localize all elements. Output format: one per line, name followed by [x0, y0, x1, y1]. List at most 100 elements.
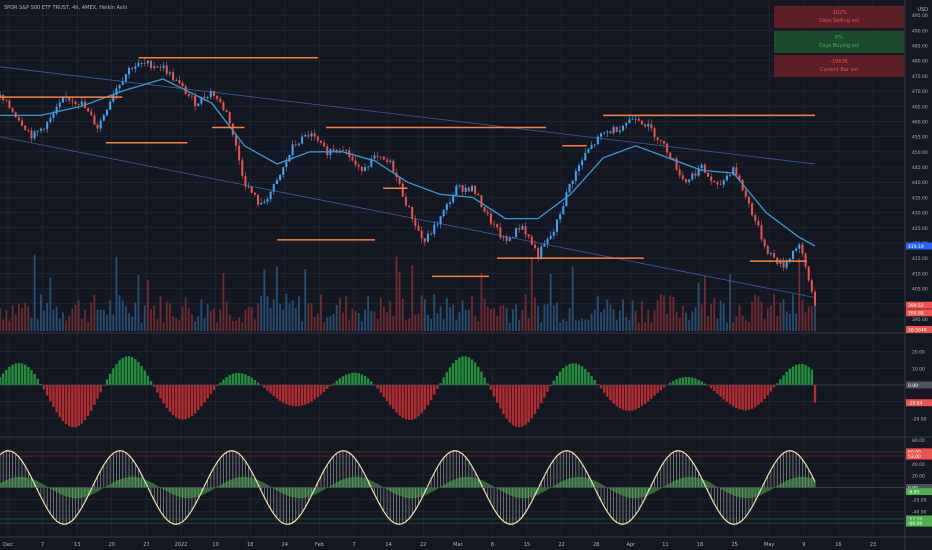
histogram-bar [339, 378, 341, 385]
volume-bar [260, 296, 262, 331]
histogram-bar [84, 385, 86, 420]
candle-body [490, 214, 492, 224]
candle-body [46, 122, 48, 129]
histogram-bar [364, 376, 366, 385]
y-tick-label: 430.00 [912, 211, 928, 217]
histogram-bar [395, 385, 397, 412]
candle-body [336, 150, 338, 151]
y-tick-label: 440.00 [912, 180, 928, 186]
volume-bar [87, 322, 89, 331]
histogram-bar [678, 378, 680, 385]
volume-bar [518, 320, 520, 331]
volume-bar [112, 315, 114, 331]
volume-bar [606, 300, 608, 331]
volume-bar [452, 305, 454, 331]
volume-bar [377, 319, 379, 331]
candle-body [525, 226, 527, 234]
candle-body [565, 192, 567, 206]
histogram-bar [235, 373, 237, 385]
histogram-bar [587, 372, 589, 385]
candle-body [424, 238, 426, 241]
candle-body [285, 162, 287, 168]
volume-bar [757, 297, 759, 331]
volume-bar [34, 255, 36, 331]
histogram-bar [291, 385, 293, 406]
histogram-bar [128, 356, 130, 385]
volume-bar [100, 310, 102, 331]
histogram-bar [442, 377, 444, 385]
histogram-bar [518, 385, 520, 427]
histogram-bar [669, 383, 671, 385]
histogram-bar [159, 385, 161, 398]
candle-body [263, 202, 265, 203]
volume-bar [399, 272, 401, 331]
candle-body [282, 167, 284, 175]
volume-bar [166, 302, 168, 331]
histogram-bar [232, 374, 234, 385]
histogram-bar [112, 368, 114, 385]
histogram-bar [99, 385, 101, 392]
histogram-bar [49, 385, 51, 401]
candle-body [320, 141, 322, 143]
x-tick-label: 7 [41, 542, 44, 548]
volume-bar [59, 318, 61, 331]
candle-body [147, 61, 149, 63]
histogram-bar [735, 385, 737, 408]
volume-bar [688, 320, 690, 331]
volume-bar [691, 312, 693, 331]
candle-body [87, 108, 89, 111]
histogram-bar [254, 380, 256, 385]
volume-bar [348, 320, 350, 331]
volume-bar [392, 316, 394, 331]
histogram-bar [43, 385, 45, 390]
histogram-bar [304, 385, 306, 405]
candle-body [254, 193, 256, 195]
histogram-bar [663, 385, 665, 388]
volume-bar [669, 296, 671, 331]
histogram-bar [691, 378, 693, 385]
histogram-bar [631, 385, 633, 411]
volume-bar [56, 307, 58, 331]
volume-bar [153, 305, 155, 331]
y-tick-label: 480.00 [912, 59, 928, 65]
volume-bar [732, 323, 734, 331]
candle-body [694, 173, 696, 175]
volume-bar [628, 320, 630, 331]
volume-bar [581, 319, 583, 331]
volume-bar [578, 321, 580, 331]
histogram-bar [779, 379, 781, 385]
histogram-bar [68, 385, 70, 426]
histogram-bar [716, 385, 718, 394]
volume-bar [547, 304, 549, 331]
histogram-bar [537, 385, 539, 409]
candle-body [333, 149, 335, 151]
volume-bar [484, 299, 486, 331]
volume-bar [751, 302, 753, 331]
candle-body [628, 119, 630, 123]
histogram-bar [169, 385, 171, 412]
histogram-bar [543, 385, 545, 398]
candle-body [317, 137, 319, 141]
histogram-bar [200, 385, 202, 406]
histogram-bar [166, 385, 168, 408]
candle-body [194, 96, 196, 106]
histogram-bar [427, 385, 429, 405]
histogram-bar [562, 368, 564, 385]
histogram-bar [62, 385, 64, 421]
candle-body [682, 175, 684, 179]
volume-bar [282, 310, 284, 331]
volume-bar [276, 267, 278, 331]
y-tick-label: 460.00 [912, 119, 928, 125]
volume-bar [241, 322, 243, 331]
histogram-bar [184, 385, 186, 419]
histogram-bar [449, 367, 451, 385]
volume-bar [330, 316, 332, 331]
histogram-bar [594, 380, 596, 385]
volume-bar [383, 307, 385, 331]
candle-body [364, 167, 366, 171]
candle-body [166, 66, 168, 74]
candle-body [650, 124, 652, 128]
candle-body [141, 63, 143, 64]
candle-body [584, 153, 586, 160]
histogram-bar [30, 370, 32, 385]
